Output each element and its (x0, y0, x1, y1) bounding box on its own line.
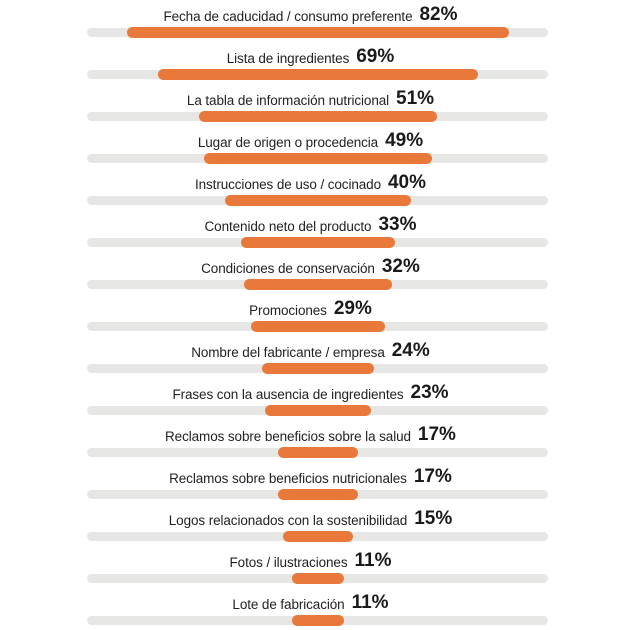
row-percentage: 24% (391, 340, 430, 361)
row-percentage: 51% (396, 88, 435, 109)
row-percentage: 11% (351, 592, 389, 613)
row-percentage: 33% (378, 214, 417, 235)
row-percentage: 17% (417, 424, 456, 445)
bar-fill (225, 195, 411, 206)
row-percentage: 15% (414, 508, 453, 529)
chart-row: Fotos / ilustraciones 11% (0, 546, 621, 588)
bar-fill (199, 111, 437, 122)
bar-fill (264, 405, 372, 416)
chart-row: Promociones 29% (0, 294, 621, 336)
row-label: Fotos / ilustraciones (229, 555, 348, 570)
row-label: Reclamos sobre beneficios nutricionales (169, 471, 407, 486)
row-label: Condiciones de conservación (201, 261, 375, 276)
row-percentage: 40% (387, 172, 427, 193)
chart-row: Frases con la ausencia de ingredientes 23… (0, 378, 621, 420)
chart-row: Condiciones de conservación 32% (0, 252, 621, 294)
bar-fill (204, 153, 432, 164)
row-percentage: 29% (333, 298, 372, 319)
chart-row: Reclamos sobre beneficios nutricionales 1… (0, 462, 621, 504)
chart-row: Nombre del fabricante / empresa 24% (0, 336, 621, 378)
chart-row: Lista de ingredientes 69% (0, 42, 621, 84)
row-label: Lugar de origen o procedencia (197, 135, 379, 150)
chart-row: Lote de fabricación 11% (0, 588, 621, 630)
chart-row: Lugar de origen o procedencia 49% (0, 126, 621, 168)
bar-fill (283, 531, 353, 542)
row-label: La tabla de información nutricional (186, 93, 390, 108)
row-percentage: 11% (354, 550, 392, 571)
row-label: Fecha de caducidad / consumo preferente (163, 9, 413, 24)
row-label: Lote de fabricación (232, 597, 345, 612)
bar-fill (241, 237, 395, 248)
row-percentage: 49% (385, 130, 424, 151)
row-label: Instrucciones de uso / cocinado (194, 177, 381, 192)
bar-fill (278, 489, 358, 500)
chart-row: Fecha de caducidad / consumo preferente 8… (0, 0, 621, 42)
row-label: Frases con la ausencia de ingredientes (172, 387, 404, 402)
bar-fill (278, 447, 358, 458)
bar-fill (127, 27, 509, 38)
chart-row: Instrucciones de uso / cocinado 40% (0, 168, 621, 210)
row-percentage: 82% (419, 4, 458, 25)
row-label: Reclamos sobre beneficios sobre la salud (165, 429, 411, 444)
chart-row: La tabla de información nutricional 51% (0, 84, 621, 126)
row-label: Logos relacionados con la sostenibilidad (168, 513, 408, 528)
row-percentage: 69% (356, 46, 395, 67)
chart-row: Contenido neto del producto 33% (0, 210, 621, 252)
chart-row: Reclamos sobre beneficios sobre la salud… (0, 420, 621, 462)
bar-fill (243, 279, 393, 290)
row-percentage: 17% (413, 466, 452, 487)
row-label: Promociones (249, 303, 327, 318)
bar-fill (262, 363, 374, 374)
row-label: Contenido neto del producto (204, 219, 372, 234)
row-label: Lista de ingredientes (226, 51, 350, 66)
row-percentage: 23% (410, 382, 449, 403)
chart-row: Logos relacionados con la sostenibilidad… (0, 504, 621, 546)
bar-fill (250, 321, 386, 332)
bar-fill (292, 573, 344, 584)
row-percentage: 32% (381, 256, 420, 277)
bar-fill (157, 69, 479, 80)
row-label: Nombre del fabricante / empresa (191, 345, 385, 360)
